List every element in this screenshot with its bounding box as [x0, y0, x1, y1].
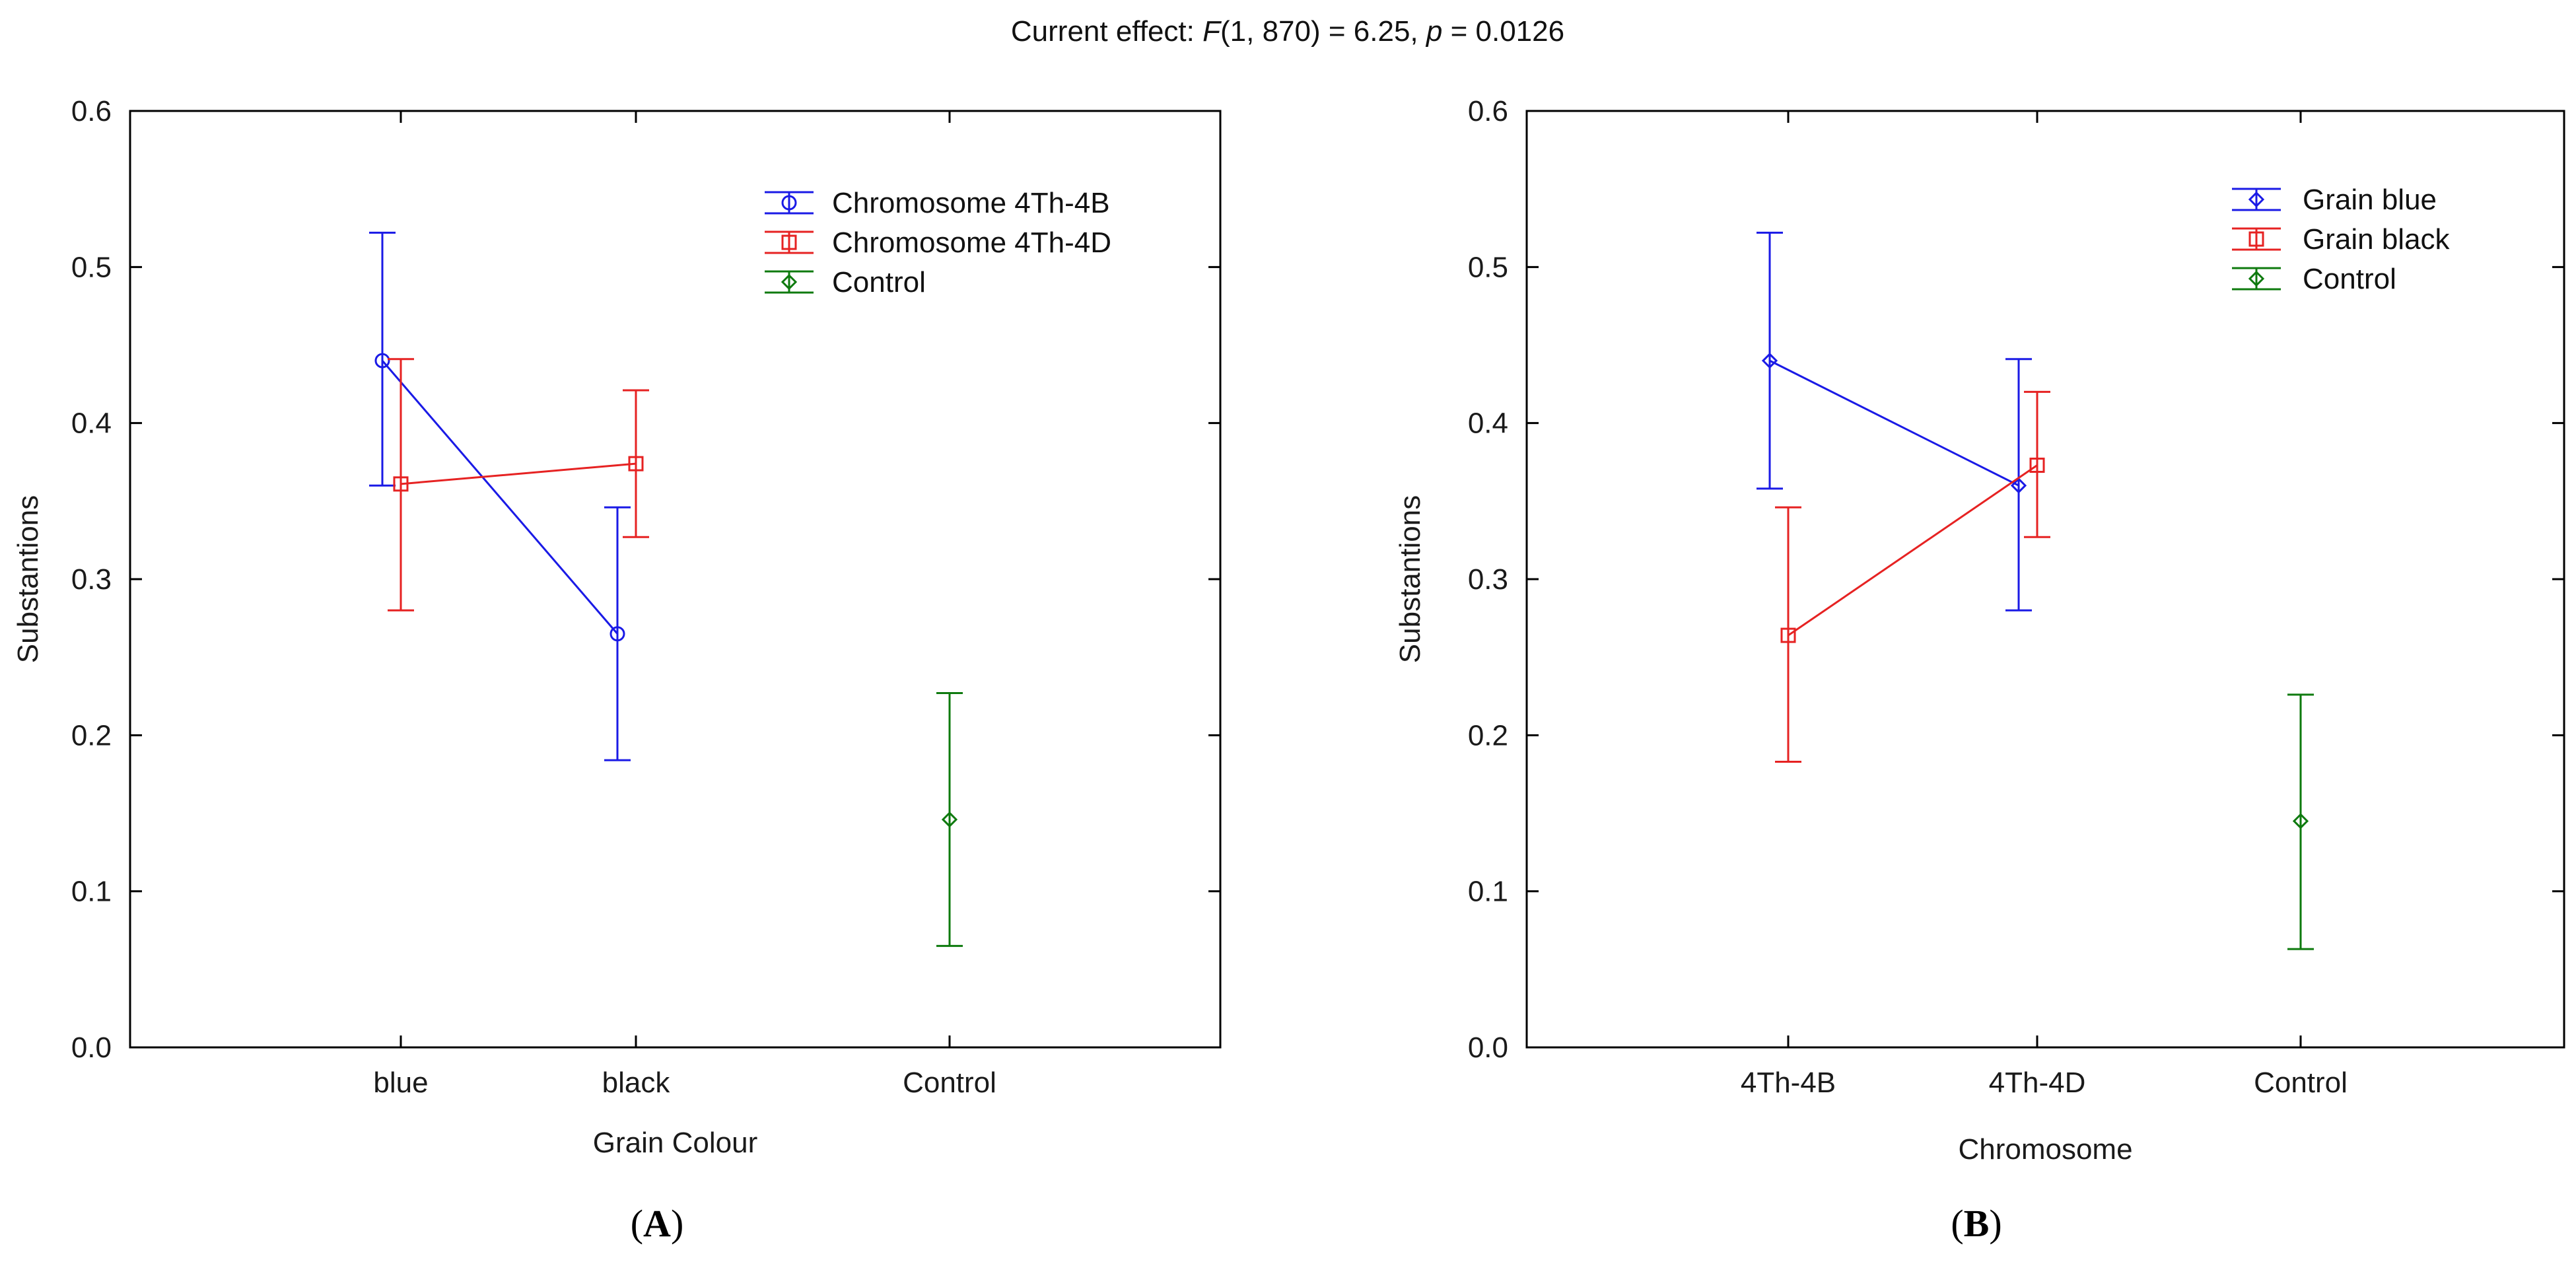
y-tick-label: 0.0 — [71, 1032, 112, 1064]
series-1 — [369, 231, 631, 761]
x-tick-label: Control — [2254, 1067, 2348, 1099]
legend-marker — [2248, 270, 2265, 287]
legend-marker — [2248, 231, 2264, 247]
data-point — [1761, 353, 1778, 369]
data-point — [1780, 627, 1796, 643]
legend: Grain blue Grain black Control — [2232, 184, 2451, 295]
caption-b: (B) — [1951, 1202, 2002, 1245]
legend-label: Chromosome 4Th-4D — [832, 227, 1111, 259]
x-axis-title: Grain Colour — [593, 1127, 757, 1159]
series-2 — [388, 358, 649, 612]
legend-marker — [781, 234, 797, 250]
y-tick-label: 0.6 — [1468, 95, 1508, 127]
legend: Chromosome 4Th-4B Chromosome 4Th-4D Contro… — [765, 187, 1111, 298]
x-tick-label: Control — [903, 1067, 996, 1099]
legend-label: Control — [2303, 263, 2396, 295]
y-tick-label: 0.2 — [1468, 719, 1508, 752]
y-tick-label: 0.4 — [1468, 407, 1508, 440]
data-point — [941, 811, 958, 828]
data-point — [2029, 457, 2045, 473]
y-tick-label: 0.5 — [71, 251, 112, 283]
legend-label: Chromosome 4Th-4B — [832, 187, 1110, 219]
y-tick-label: 0.6 — [71, 95, 112, 127]
data-point — [374, 353, 390, 368]
x-tick-label: blue — [373, 1067, 428, 1099]
series-line — [400, 462, 637, 485]
y-tick-label: 0.2 — [71, 719, 112, 752]
y-tick-label: 0.1 — [1468, 876, 1508, 908]
legend-label: Control — [832, 266, 926, 298]
legend-label: Grain black — [2303, 223, 2451, 256]
caption-a: (A) — [631, 1202, 684, 1245]
series-2 — [1775, 390, 2050, 763]
legend-marker — [2248, 191, 2265, 208]
y-tick-label: 0.3 — [1468, 563, 1508, 596]
series-3 — [2287, 693, 2314, 950]
series-line — [381, 360, 619, 635]
data-point — [2292, 813, 2309, 829]
y-tick-label: 0.3 — [71, 563, 112, 596]
series-1 — [1757, 231, 2032, 612]
y-tick-label: 0.1 — [71, 876, 112, 908]
legend-label: Grain blue — [2303, 184, 2437, 216]
panel-b-chart: 0.0 0.1 0.2 0.3 0.4 0.5 0.6 4Th-4B 4Th-4D Control… — [1394, 95, 2565, 1166]
x-tick-label: 4Th-4B — [1741, 1067, 1836, 1099]
legend-marker — [781, 195, 797, 211]
y-axis-title: Substantions — [12, 495, 44, 663]
series-3 — [936, 692, 963, 947]
legend-marker — [781, 273, 798, 291]
x-tick-label: 4Th-4D — [1989, 1067, 2086, 1099]
data-point — [2010, 477, 2027, 494]
x-axis-title: Chromosome — [1958, 1133, 2132, 1166]
data-point — [393, 476, 409, 492]
series-line — [1788, 464, 2038, 637]
data-point — [609, 626, 625, 642]
y-tick-label: 0.4 — [71, 407, 112, 440]
series-line — [1769, 359, 2019, 487]
y-tick-label: 0.0 — [1468, 1032, 1508, 1064]
y-axis-title: Substantions — [1394, 495, 1426, 663]
data-point — [628, 456, 644, 472]
y-tick-label: 0.5 — [1468, 251, 1508, 283]
x-tick-label: black — [602, 1067, 671, 1099]
panel-a-chart: 0.0 0.1 0.2 0.3 0.4 0.5 0.6 blue black Control Gra… — [12, 95, 1222, 1159]
current-effect-header: Current effect: F(1, 870) = 6.25, p = 0.… — [1011, 15, 1564, 48]
